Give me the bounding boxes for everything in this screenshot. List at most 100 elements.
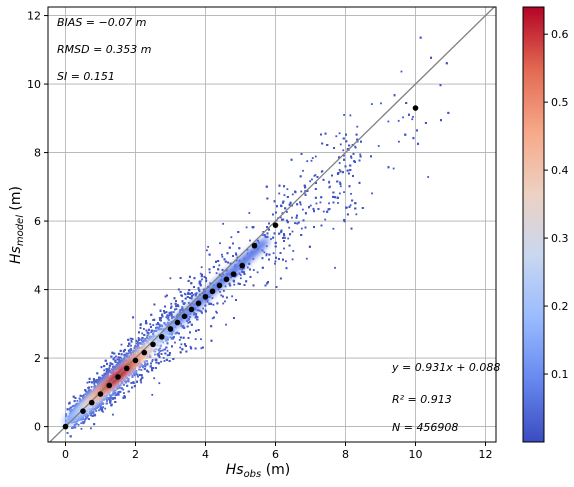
scatter-point: [126, 377, 129, 380]
scatter-point: [278, 184, 281, 187]
scatter-point: [107, 368, 110, 371]
scatter-point: [169, 336, 172, 339]
scatter-point: [160, 360, 162, 363]
scatter-point: [326, 210, 329, 213]
scatter-point: [130, 340, 133, 343]
scatter-point: [201, 278, 203, 281]
scatter-point: [346, 148, 349, 150]
scatter-point: [299, 203, 302, 206]
scatter-point: [73, 400, 76, 403]
scatter-point: [338, 132, 341, 135]
scatter-point: [289, 233, 291, 236]
scatter-point: [261, 266, 264, 269]
scatter-point: [152, 333, 154, 336]
scatter-point: [102, 406, 104, 409]
scatter-point: [221, 255, 224, 258]
scatter-point: [229, 262, 232, 265]
scatter-point: [273, 200, 276, 203]
scatter-point: [84, 415, 87, 418]
scatter-point: [212, 265, 215, 268]
scatter-point: [159, 319, 161, 321]
scatter-point: [106, 399, 108, 402]
scatter-point: [235, 299, 237, 302]
scatter-point: [166, 315, 169, 317]
scatter-point: [87, 414, 89, 417]
scatter-point: [91, 381, 93, 384]
scatter-point: [159, 309, 162, 312]
scatter-point: [108, 369, 111, 372]
scatter-point: [85, 413, 88, 415]
scatter-point: [106, 376, 109, 379]
scatter-point: [178, 339, 181, 341]
scatter-point: [113, 397, 116, 400]
scatter-point: [377, 145, 380, 147]
scatter-point: [343, 114, 345, 116]
scatter-point: [339, 170, 342, 173]
scatter-point: [88, 418, 90, 420]
scatter-point: [280, 230, 283, 233]
scatter-point: [242, 267, 245, 270]
scatter-point: [200, 266, 203, 269]
scatter-point: [208, 253, 211, 256]
scatter-point: [314, 188, 317, 190]
scatter-point: [359, 155, 362, 158]
scatter-point: [122, 383, 125, 386]
scatter-point: [321, 142, 324, 145]
scatter-point: [137, 346, 140, 349]
scatter-point: [131, 351, 133, 354]
scatter-point: [146, 337, 149, 340]
scatter-point: [272, 236, 275, 239]
scatter-point: [267, 228, 270, 231]
scatter-point: [117, 393, 120, 396]
scatter-point: [106, 398, 109, 401]
scatter-point: [76, 400, 79, 402]
scatter-point: [187, 291, 190, 294]
scatter-point: [297, 221, 300, 224]
scatter-point: [86, 395, 89, 398]
scatter-point: [145, 360, 148, 362]
scatter-point: [132, 349, 135, 352]
scatter-point: [106, 369, 108, 372]
scatter-point: [68, 402, 71, 405]
scatter-point: [125, 380, 128, 383]
scatter-point: [151, 393, 154, 396]
scatter-point: [185, 350, 188, 353]
scatter-point: [207, 245, 210, 248]
scatter-point: [158, 351, 161, 354]
scatter-point: [131, 338, 134, 340]
scatter-point: [155, 330, 158, 332]
scatter-point: [392, 167, 395, 170]
scatter-point: [151, 329, 154, 332]
scatter-point: [296, 222, 299, 225]
scatter-point: [136, 380, 138, 383]
scatter-point: [157, 354, 160, 357]
scatter-point: [137, 342, 140, 345]
scatter-point: [174, 341, 176, 344]
scatter-point: [113, 390, 116, 392]
scatter-point: [166, 336, 169, 339]
scatter-point: [294, 222, 296, 224]
scatter-point: [105, 373, 108, 376]
scatter-point: [90, 386, 93, 388]
scatter-point: [133, 370, 136, 373]
scatter-point: [113, 352, 116, 355]
scatter-point: [336, 196, 339, 199]
scatter-point: [156, 353, 159, 356]
scatter-point: [116, 367, 118, 370]
scatter-point: [176, 303, 179, 306]
scatter-point: [166, 342, 169, 345]
scatter-point: [300, 227, 303, 230]
scatter-point: [350, 155, 353, 158]
scatter-point: [193, 313, 196, 316]
scatter-point: [228, 282, 231, 285]
scatter-point: [127, 345, 130, 347]
scatter-point: [304, 186, 307, 189]
scatter-point: [103, 398, 106, 401]
scatter-point: [355, 213, 358, 216]
scatter-point: [354, 202, 357, 205]
scatter-point: [302, 219, 305, 222]
scatter-point: [136, 347, 139, 350]
scatter-point: [194, 347, 197, 350]
scatter-point: [105, 402, 108, 405]
scatter-point: [175, 308, 178, 310]
